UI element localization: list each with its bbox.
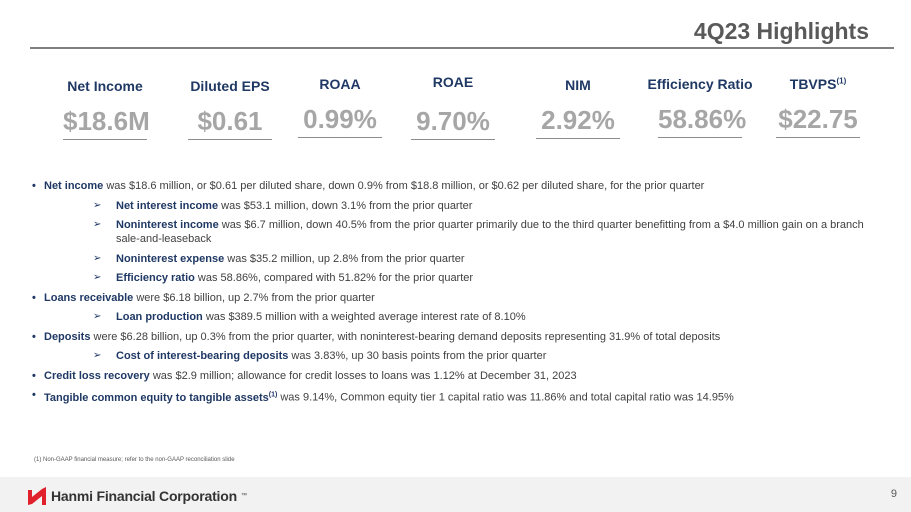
company-logo: Hanmi Financial Corporation ™ [27,486,247,506]
kpi-label: ROAE [432,74,474,90]
kpi-value: 2.92% [536,105,620,139]
kpi-value: $18.6M [63,106,150,140]
arrow-bullet-icon: ➢ [93,219,102,230]
footnote: (1) Non-GAAP financial measure; refer to… [34,457,235,463]
kpi-value: $0.61 [188,106,272,140]
kpi-roae: ROAE 9.70% [398,74,508,140]
bullet-item: • Tangible common equity to tangible asse… [32,389,734,404]
kpi-label: Diluted EPS [190,78,270,94]
arrow-bullet-icon: ➢ [93,350,102,361]
kpi-value: 0.99% [298,104,382,138]
kpi-label: Efficiency Ratio [647,76,753,92]
page-number: 9 [890,488,897,500]
bullet-item: • Deposits were $6.28 billion, up 0.3% fr… [32,330,721,343]
kpi-label: NIM [565,77,591,93]
company-name: Hanmi Financial Corporation [51,488,237,504]
kpi-label: ROAA [319,76,361,92]
footer-bar: Hanmi Financial Corporation ™ 9 [0,477,911,512]
kpi-net-income: Net Income $18.6M [50,78,160,140]
kpi-nim: NIM 2.92% [523,77,633,139]
slide-title: 4Q23 Highlights [693,18,869,44]
sub-bullet-item: ➢ Net interest income was $53.1 million, … [93,199,473,212]
kpi-diluted-eps: Diluted EPS $0.61 [175,78,285,140]
kpi-value: 58.86% [658,104,746,138]
sub-bullet-item: ➢ Cost of interest-bearing deposits was 3… [93,350,547,362]
arrow-bullet-icon: ➢ [93,199,102,211]
bullet-item: • Loans receivable were $6.18 billion, up… [32,291,375,304]
footnote-ref: (1) [268,391,278,398]
kpi-value: $22.75 [776,104,860,138]
kpi-tbvps: TBVPS(1) $22.75 [763,76,873,138]
bullet-icon: • [32,291,36,304]
bullet-item: • Net income was $18.6 million, or $0.61 … [32,180,705,192]
highlights-list: • Net income was $18.6 million, or $0.61 … [32,179,882,410]
sub-bullet-item: ➢ Efficiency ratio was 58.86%, compared w… [93,272,474,284]
title-divider [30,47,894,49]
sub-bullet-item: ➢ Loan production was $389.5 million with… [93,311,526,323]
arrow-bullet-icon: ➢ [93,252,102,264]
bullet-icon: • [32,330,36,343]
bullet-icon: • [32,389,36,401]
arrow-bullet-icon: ➢ [93,272,102,283]
kpi-efficiency-ratio: Efficiency Ratio 58.86% [645,76,755,138]
bullet-icon: • [32,180,36,192]
kpi-value: 9.70% [411,106,495,140]
footnote-ref: (1) [836,76,847,86]
bullet-icon: • [32,369,36,382]
hanmi-logo-icon [28,487,46,505]
sub-bullet-item: ➢ Noninterest expense was $35.2 million, … [93,252,465,265]
sub-bullet-item: ➢ Noninterest income was $6.7 million, do… [93,219,864,245]
kpi-label: TBVPS [789,76,837,92]
kpi-label: Net Income [67,78,143,94]
bullet-item: • Credit loss recovery was $2.9 million; … [32,369,577,382]
kpi-roaa: ROAA 0.99% [285,76,395,138]
arrow-bullet-icon: ➢ [93,311,102,322]
